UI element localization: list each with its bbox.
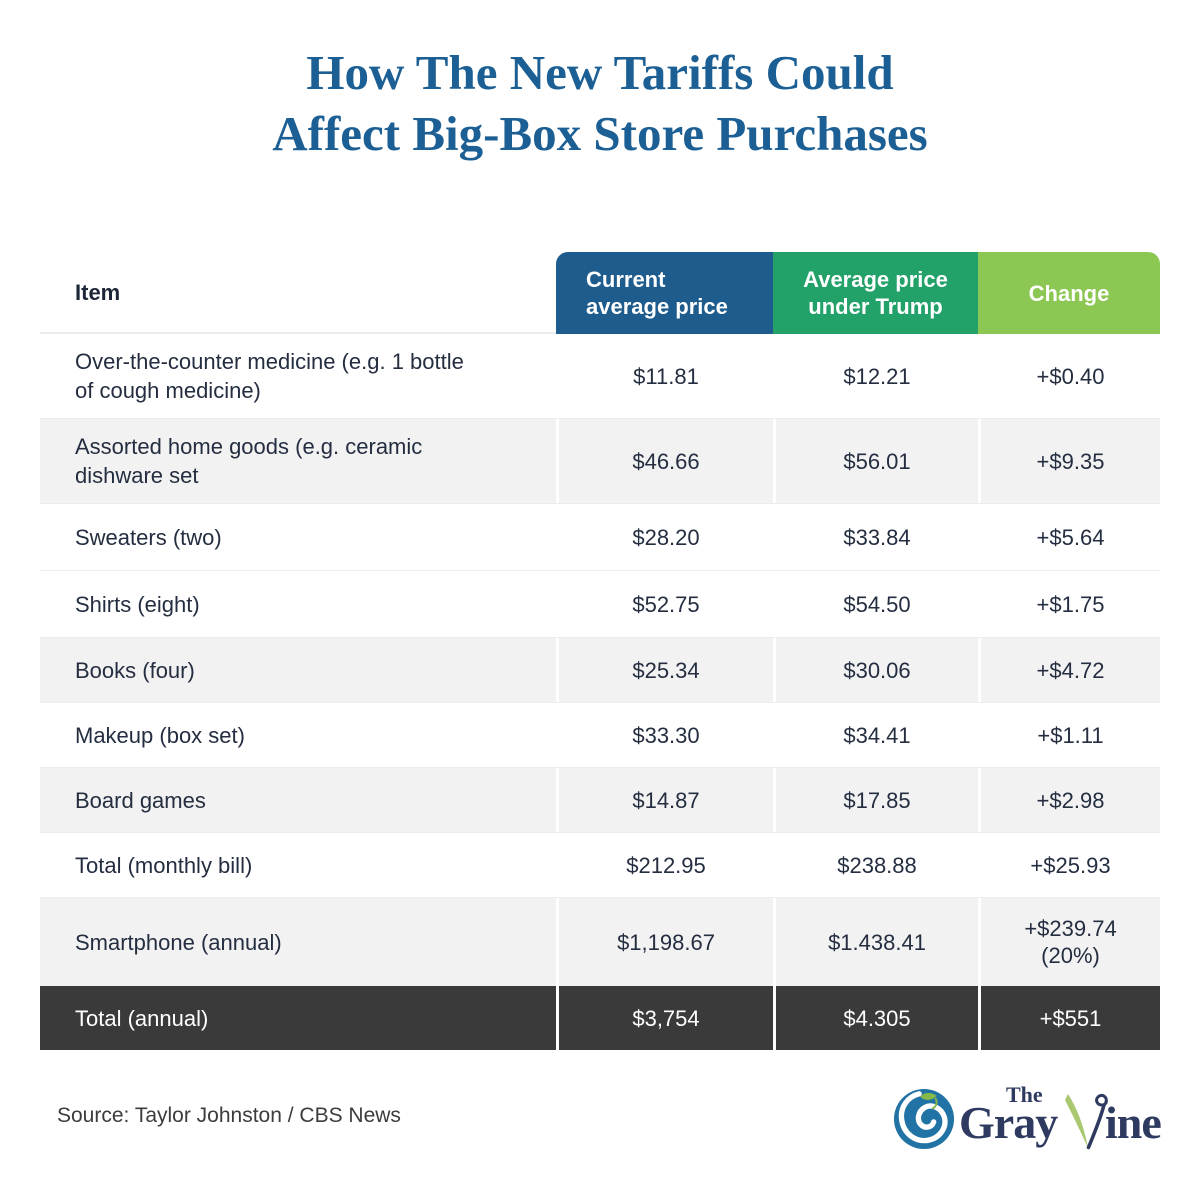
change-cell: +$1.75 — [978, 571, 1160, 637]
page-title: How The New Tariffs Could Affect Big-Box … — [0, 42, 1200, 164]
trump-price-cell: $54.50 — [773, 571, 978, 637]
current-price-cell: $46.66 — [556, 419, 773, 503]
table-row: Board games $14.87 $17.85 +$2.98 — [40, 767, 1160, 832]
table-body: Over-the-counter medicine (e.g. 1 bottle… — [40, 334, 1160, 1050]
item-cell: Total (annual) — [40, 986, 556, 1050]
current-price-cell: $33.30 — [556, 703, 773, 767]
logo-vine-v-icon — [1065, 1093, 1108, 1150]
current-price-cell: $3,754 — [556, 986, 773, 1050]
column-header-current-price: Current average price — [556, 252, 773, 334]
logo-text-gray: Gray — [959, 1097, 1058, 1148]
trump-price-cell: $4.305 — [773, 986, 978, 1050]
change-cell: +$25.93 — [978, 833, 1160, 897]
trump-price-cell: $34.41 — [773, 703, 978, 767]
trump-price-cell: $1.438.41 — [773, 898, 978, 986]
item-cell: Sweaters (two) — [40, 504, 556, 570]
current-price-cell: $14.87 — [556, 768, 773, 832]
trump-price-cell: $56.01 — [773, 419, 978, 503]
current-price-cell: $28.20 — [556, 504, 773, 570]
change-cell: +$2.98 — [978, 768, 1160, 832]
current-price-cell: $212.95 — [556, 833, 773, 897]
change-cell: +$1.11 — [978, 703, 1160, 767]
item-cell: Total (monthly bill) — [40, 833, 556, 897]
change-cell: +$5.64 — [978, 504, 1160, 570]
table-row: Total (annual) $3,754 $4.305 +$551 — [40, 986, 1160, 1050]
current-price-cell: $11.81 — [556, 334, 773, 418]
change-cell: +$551 — [978, 986, 1160, 1050]
table-header-row: Item Current average price Average price… — [40, 252, 1160, 334]
infographic: How The New Tariffs Could Affect Big-Box … — [0, 42, 1200, 1150]
trump-price-cell: $238.88 — [773, 833, 978, 897]
column-header-trump-price: Average price under Trump — [773, 252, 978, 334]
current-price-cell: $52.75 — [556, 571, 773, 637]
trump-price-cell: $17.85 — [773, 768, 978, 832]
table-row: Books (four) $25.34 $30.06 +$4.72 — [40, 637, 1160, 702]
table-row: Shirts (eight) $52.75 $54.50 +$1.75 — [40, 570, 1160, 637]
change-cell: +$239.74 (20%) — [978, 898, 1160, 986]
column-header-item: Item — [40, 252, 556, 334]
grayvine-logo: The Gray ine — [893, 1082, 1162, 1156]
current-price-cell: $25.34 — [556, 638, 773, 702]
table-row: Makeup (box set) $33.30 $34.41 +$1.11 — [40, 702, 1160, 767]
change-cell: +$4.72 — [978, 638, 1160, 702]
table-row: Sweaters (two) $28.20 $33.84 +$5.64 — [40, 503, 1160, 570]
trump-price-cell: $12.21 — [773, 334, 978, 418]
change-cell: +$0.40 — [978, 334, 1160, 418]
grayvine-swirl-icon — [893, 1088, 955, 1150]
item-cell: Assorted home goods (e.g. ceramic dishwa… — [40, 419, 556, 503]
logo-text-the: The — [1006, 1082, 1043, 1107]
change-cell: +$9.35 — [978, 419, 1160, 503]
item-cell: Shirts (eight) — [40, 571, 556, 637]
table-row: Total (monthly bill) $212.95 $238.88 +$25.9… — [40, 832, 1160, 897]
logo-text-ine: ine — [1105, 1097, 1162, 1148]
table-row: Assorted home goods (e.g. ceramic dishwa… — [40, 418, 1160, 503]
item-cell: Books (four) — [40, 638, 556, 702]
item-cell: Makeup (box set) — [40, 703, 556, 767]
page-title-line1: How The New Tariffs Could — [306, 45, 894, 100]
table-row: Over-the-counter medicine (e.g. 1 bottle… — [40, 334, 1160, 418]
trump-price-cell: $30.06 — [773, 638, 978, 702]
page-title-line2: Affect Big-Box Store Purchases — [272, 106, 928, 161]
table-row: Smartphone (annual) $1,198.67 $1.438.41 +$2… — [40, 897, 1160, 986]
source-credit: Source: Taylor Johnston / CBS News — [57, 1104, 401, 1127]
item-cell: Over-the-counter medicine (e.g. 1 bottle… — [40, 334, 556, 418]
tariff-table: Item Current average price Average price… — [40, 252, 1160, 1050]
column-header-change: Change — [978, 252, 1160, 334]
item-cell: Board games — [40, 768, 556, 832]
trump-price-cell: $33.84 — [773, 504, 978, 570]
item-cell: Smartphone (annual) — [40, 898, 556, 986]
current-price-cell: $1,198.67 — [556, 898, 773, 986]
